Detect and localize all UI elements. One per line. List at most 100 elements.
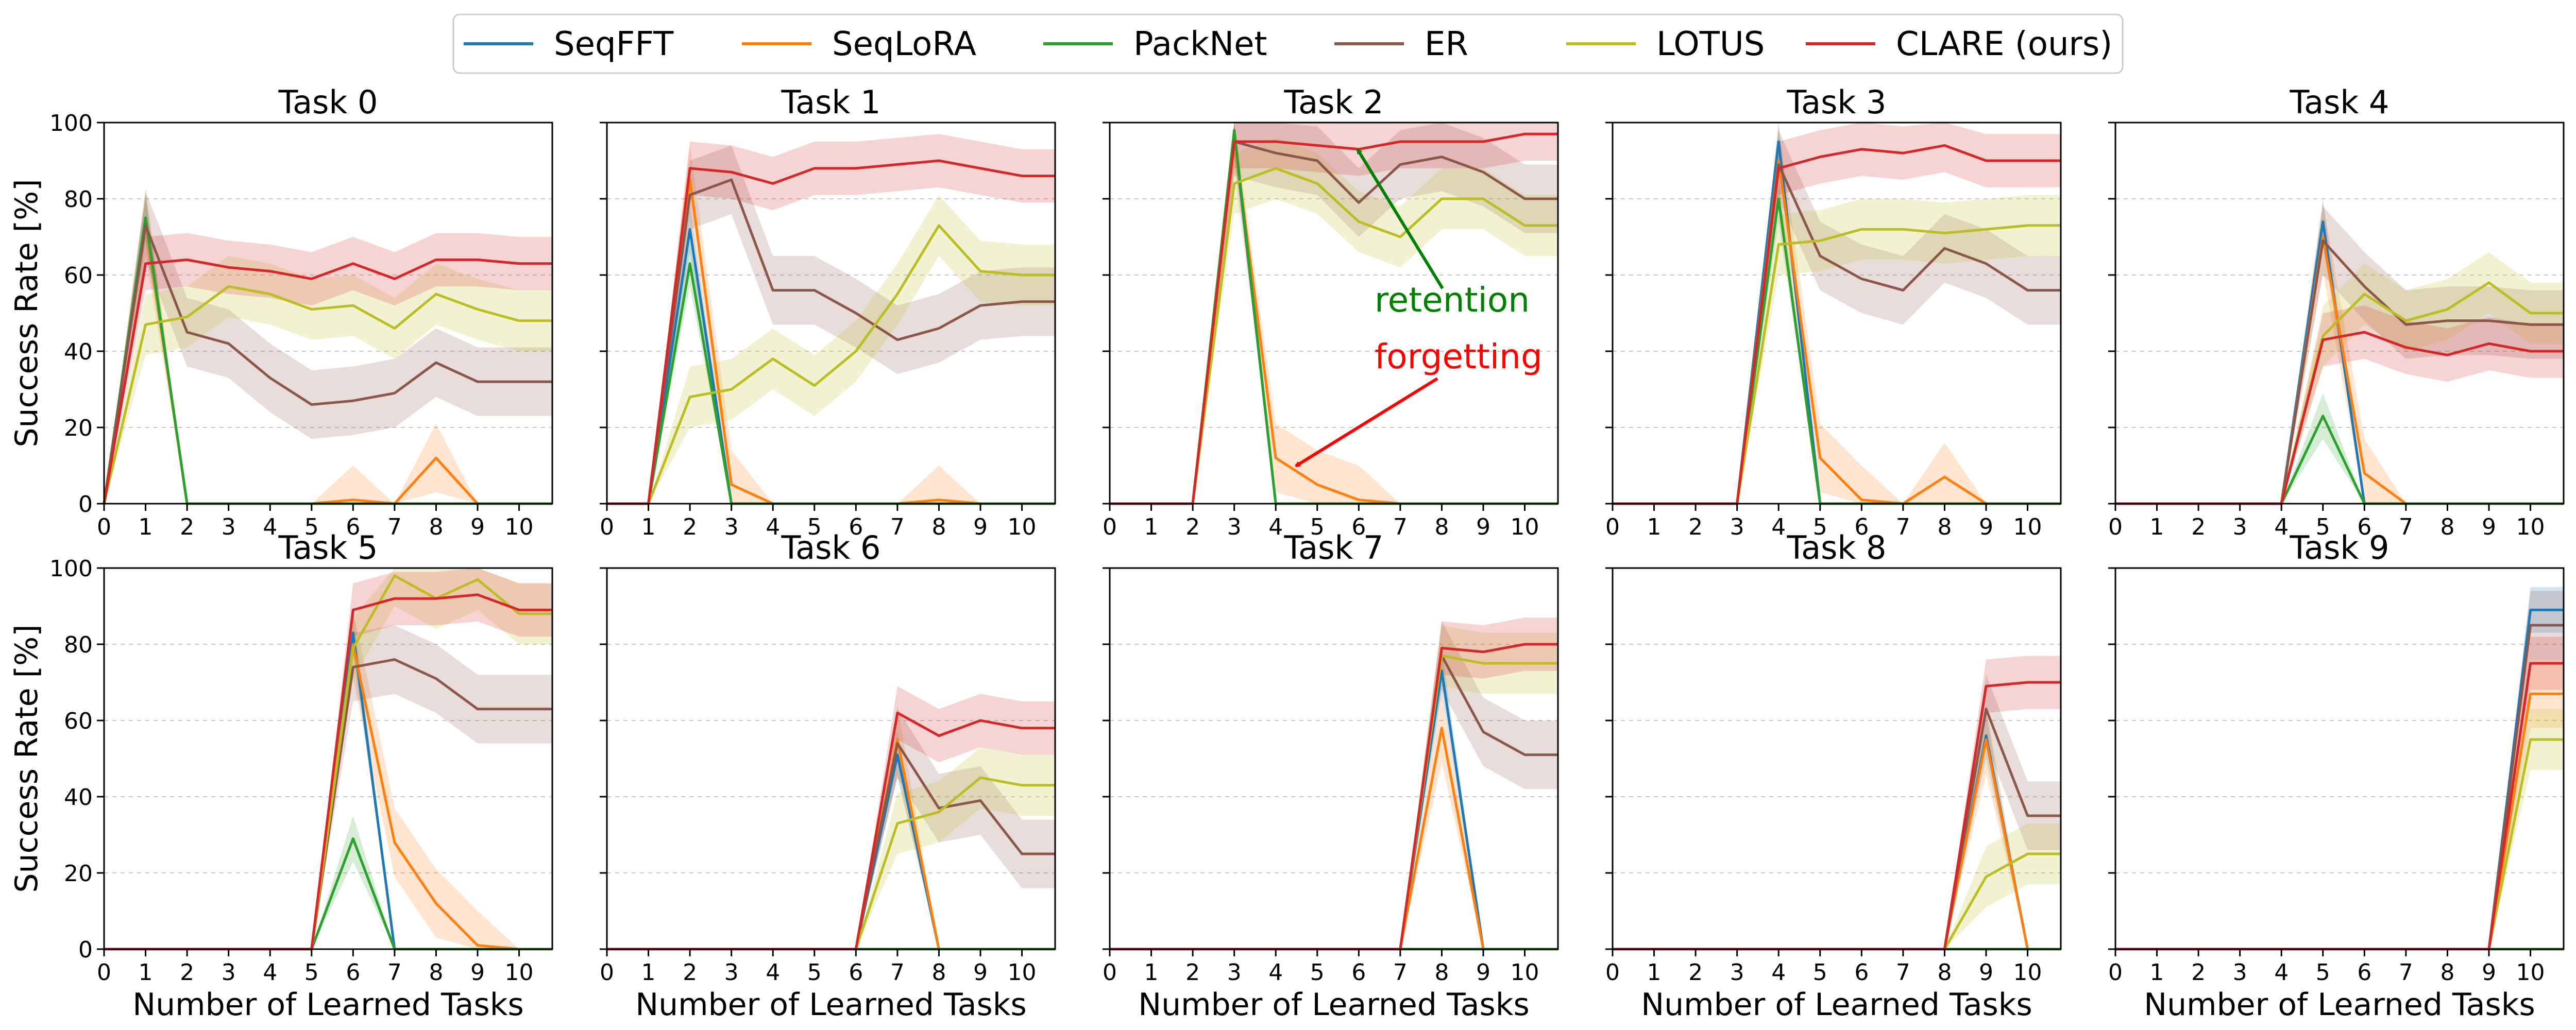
band-clare-ours [104,233,552,504]
line-er [607,178,1055,505]
x-tick-label: 0 [2108,514,2123,540]
x-tick-label: 3 [724,514,739,540]
band-lotus [1110,625,1558,949]
x-tick-label: 5 [2316,959,2330,986]
x-tick-label: 1 [1144,514,1159,540]
x-tick-label: 9 [470,514,485,540]
x-tick-label: 5 [304,514,319,540]
forgetting-arrow [1296,377,1438,468]
y-tick-label: 100 [49,110,93,136]
subplot-task-2: Task 2 0 1 2 3 4 5 6 7 8 9 10 [1103,83,1559,540]
retention-arrow [1356,149,1444,289]
line-lotus [103,285,552,504]
x-tick-label: 3 [2233,959,2247,986]
x-tick-label: 10 [1511,959,1539,986]
subplot-title: Task 2 [1284,83,1384,121]
x-tick-label: 7 [890,514,905,540]
y-tick-label: 60 [64,263,93,289]
legend-frame [452,13,2124,74]
axes-frame [606,567,1056,950]
legend-item-seqlora: SeqLoRA [742,25,976,63]
band-clare-ours [607,686,1055,949]
subplot-title: Task 6 [781,529,881,566]
band-clare-ours [607,134,1055,504]
subplot-title: Task 9 [2290,529,2389,566]
band-er [1613,675,2061,949]
y-tick-label: 20 [64,861,93,887]
x-tick-label: 1 [641,959,656,986]
line-clare-ours [607,159,1055,505]
band-packnet [104,195,552,504]
x-tick-label: 0 [1103,959,1117,986]
x-tick-label: 6 [849,514,863,540]
x-tick-label: 6 [1351,959,1366,986]
x-tick-label: 4 [766,514,780,540]
x-tick-label: 4 [1268,959,1283,986]
axes-frame [1612,567,2062,950]
x-tick-label: 8 [1937,514,1952,540]
x-tick-label: 0 [600,959,614,986]
x-tick-label: 8 [1434,959,1449,986]
x-tick-label: 8 [2440,514,2454,540]
x-tick-label: 0 [97,514,111,540]
x-tick-label: 6 [1854,959,1869,986]
band-lotus [607,195,1055,504]
x-tick-label: 0 [1605,959,1620,986]
band-clare-ours [104,568,552,949]
axes-frame [2114,567,2565,950]
x-tick-label: 1 [641,514,656,540]
band-clare-ours [1613,656,2061,949]
x-tick-label: 10 [1008,514,1037,540]
band-seqlora [1110,694,1558,949]
x-tick-label: 2 [1185,514,1200,540]
x-tick-label: 5 [807,514,822,540]
legend-item-packnet: PackNet [1043,25,1267,63]
line-lotus [2115,738,2564,951]
x-tick-label: 2 [683,959,697,986]
x-tick-label: 5 [2316,514,2330,540]
subplot-title: Task 8 [1787,529,1887,566]
axes-frame [2114,122,2565,505]
annotations: retention forgetting [1296,149,1543,468]
y-tick-label: 100 [49,556,93,582]
x-tick-label: 2 [1688,514,1703,540]
x-tick-label: 10 [2516,514,2545,540]
x-tick-label: 7 [1393,514,1408,540]
x-tick-label: 8 [1434,514,1449,540]
x-tick-label: 1 [139,514,153,540]
x-tick-label: 8 [931,959,946,986]
legend-label-clare-ours: CLARE (ours) [1896,25,2112,63]
x-tick-label: 9 [2482,514,2496,540]
x-tick-label: 1 [2150,514,2164,540]
line-er [103,224,552,504]
x-tick-label: 1 [1647,514,1662,540]
x-tick-label: 3 [222,514,236,540]
series-group [1110,617,1558,951]
band-seqfft [104,195,552,504]
subplot-title: Task 7 [1284,529,1384,566]
subplot-task-3: Task 3 0 1 2 3 4 5 6 7 8 9 10 [1605,83,2062,540]
band-er [607,709,1055,949]
band-clare-ours [1110,617,1558,949]
legend: SeqFFT SeqLoRA PackNet ER LOTUS CLARE (ours) [452,13,2124,74]
band-er [2115,206,2564,504]
line-lotus [1110,654,1558,951]
x-tick-label: 0 [1103,514,1117,540]
band-lotus [1110,138,1558,504]
x-tick-label: 0 [600,514,614,540]
x-tick-label: 2 [1688,959,1703,986]
legend-item-clare-ours: CLARE (ours) [1806,25,2112,63]
legend-label-lotus: LOTUS [1656,25,1765,63]
axes-frame [103,122,553,505]
x-tick-label: 7 [387,514,402,540]
x-tick-label: 0 [2108,959,2123,986]
legend-label-seqlora: SeqLoRA [832,25,976,63]
x-tick-label: 1 [1647,959,1662,986]
x-tick-label: 4 [2274,514,2289,540]
legend-label-packnet: PackNet [1133,25,1267,63]
x-tick-label: 4 [766,959,780,986]
